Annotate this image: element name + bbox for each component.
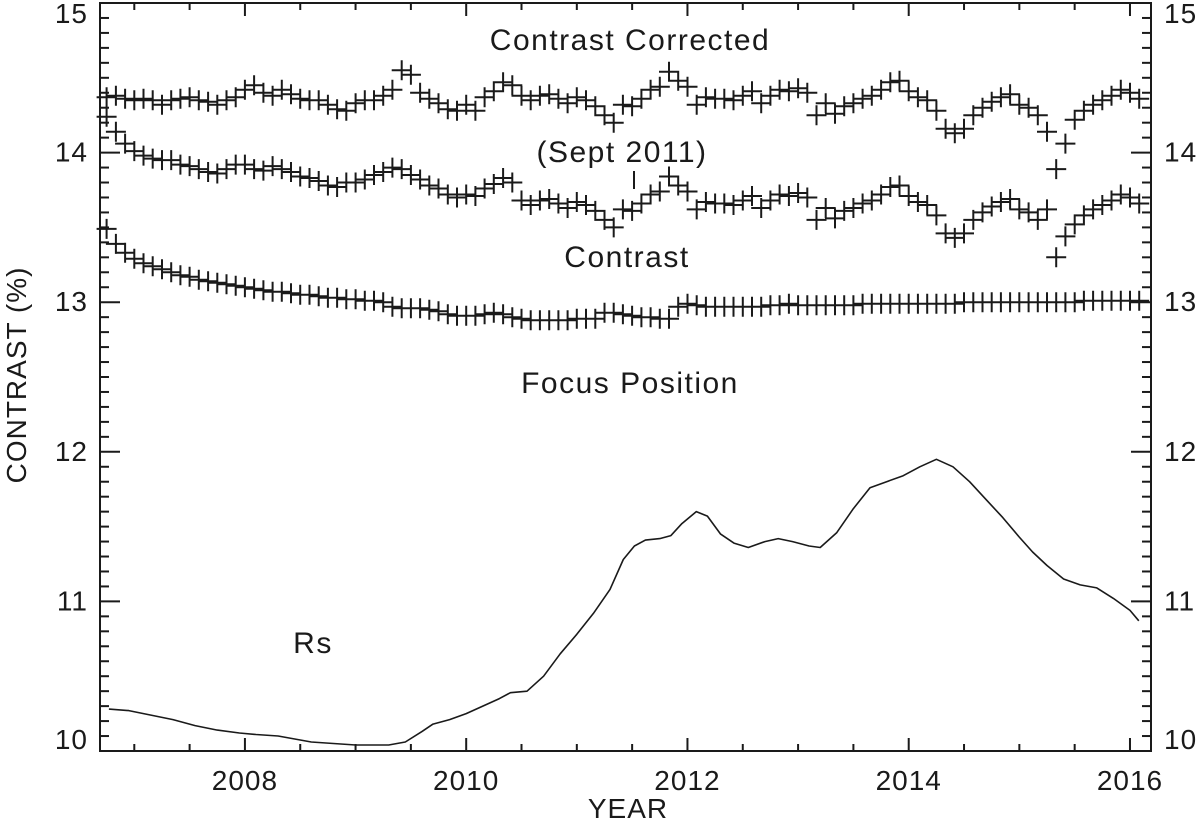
y-tick-label-right: 14: [1164, 137, 1197, 168]
x-axis-title: YEAR: [588, 793, 668, 822]
annotation-contrast-corrected: Contrast Corrected: [490, 24, 770, 57]
annotation-layer: Contrast Corrected (Sept 2011) Contrast …: [1, 24, 770, 822]
annotation-rs: Rs: [293, 627, 333, 660]
y-tick-label-right: 15: [1164, 0, 1197, 29]
y-axis-title: CONTRAST (%): [1, 267, 32, 484]
series-contrast-corrected: [96, 60, 1150, 180]
annotation-contrast: Contrast: [564, 241, 689, 274]
y-tick-label-right: 11: [1164, 585, 1195, 616]
y-tick-label-left: 14: [55, 137, 88, 168]
x-tick-label: 2010: [433, 765, 499, 796]
series-layer: [96, 60, 1150, 746]
x-tick-label: 2012: [654, 765, 720, 796]
series-contrast: [96, 106, 1150, 268]
y-tick-label-right: 13: [1164, 286, 1197, 317]
y-tick-label-left: 15: [55, 0, 88, 29]
y-tick-label-right: 12: [1164, 436, 1197, 467]
y-tick-label-left: 11: [57, 585, 88, 616]
annotation-sept-2011: (Sept 2011): [536, 136, 707, 169]
series-focus-position: [96, 218, 1150, 331]
y-tick-label-left: 12: [55, 436, 88, 467]
series-rs: [108, 458, 1140, 746]
x-tick-label: 2008: [212, 765, 278, 796]
x-tick-label: 2016: [1097, 765, 1163, 796]
x-tick-label: 2014: [876, 765, 942, 796]
annotation-focus-position: Focus Position: [521, 367, 739, 400]
y-tick-label-left: 10: [55, 724, 88, 755]
y-tick-label-left: 13: [55, 286, 88, 317]
y-tick-label-right: 10: [1164, 724, 1197, 755]
